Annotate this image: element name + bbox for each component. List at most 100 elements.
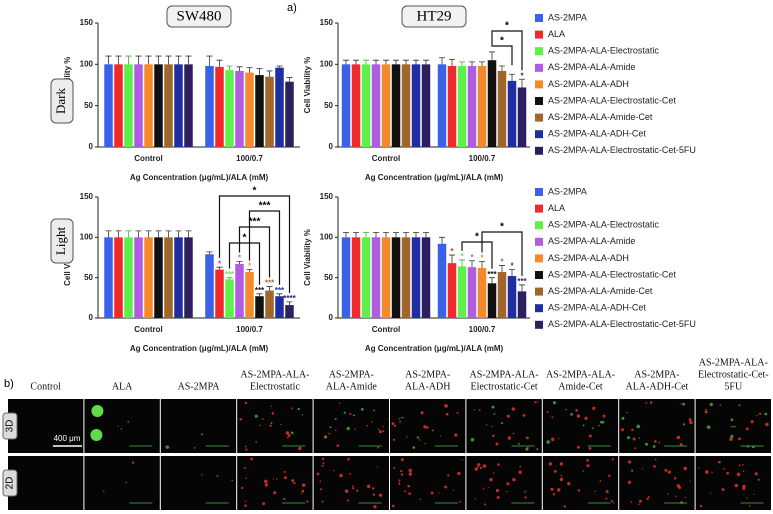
significance-label: ***	[265, 279, 275, 288]
significance-label: *	[480, 254, 484, 263]
fluorescence-dot	[272, 478, 274, 480]
bar	[265, 290, 274, 318]
significance-label: *	[500, 258, 504, 267]
fluorescence-dot	[736, 472, 741, 477]
row-label-box	[50, 78, 74, 124]
bar	[215, 269, 224, 318]
bar	[487, 60, 497, 148]
y-tick-label: 50	[324, 273, 333, 282]
fluorescence-dot	[454, 433, 458, 437]
error-bar	[206, 251, 213, 255]
significance-label: *	[238, 254, 242, 263]
fluorescence-dot	[512, 477, 516, 482]
legend-swatch	[535, 97, 543, 105]
fluorescence-dot	[438, 492, 440, 494]
fluorescence-dot	[611, 458, 614, 461]
y-tick-label: 150	[320, 192, 334, 201]
fluorescence-dot	[398, 479, 401, 482]
fluorescence-dot	[445, 412, 449, 416]
fluorescence-dot	[423, 425, 427, 429]
fluorescence-dot	[689, 420, 693, 425]
x-tick-label: Control	[134, 154, 162, 163]
bar	[134, 237, 143, 318]
fluorescence-dot	[349, 472, 352, 475]
error-bar	[519, 284, 525, 292]
fluorescence-dot	[536, 401, 539, 403]
error-bar	[519, 78, 525, 88]
panel-label: b)	[4, 378, 14, 390]
significance-label: ***	[487, 270, 497, 279]
fluorescence-dot	[254, 414, 258, 418]
bar	[245, 272, 254, 318]
fluorescence-dot	[286, 436, 289, 439]
y-tick-label: 150	[320, 18, 334, 27]
fluorescence-dot	[567, 481, 571, 486]
fluorescence-dot	[621, 428, 625, 432]
bar	[124, 237, 133, 318]
fluorescence-dot	[290, 407, 293, 410]
bar	[371, 237, 381, 318]
fluorescence-dot	[667, 470, 671, 474]
bar	[164, 237, 173, 318]
error-bar	[266, 70, 273, 77]
bar	[447, 65, 457, 147]
fluorescence-dot	[356, 489, 359, 492]
bar	[184, 237, 193, 318]
error-bar	[403, 59, 409, 65]
significance-label: *	[248, 262, 252, 271]
fluorescence-dot	[470, 438, 475, 442]
fluorescence-dot	[548, 462, 553, 466]
row-tag-label: 2D	[5, 477, 16, 490]
fluorescence-dot	[291, 479, 295, 483]
bar	[205, 65, 214, 147]
fluorescence-dot	[301, 483, 306, 487]
fluorescence-dot	[489, 477, 493, 482]
bar	[351, 64, 361, 147]
error-bar	[509, 73, 515, 81]
fluorescence-dot	[546, 440, 550, 444]
fluorescence-dot	[586, 464, 590, 468]
fluorescence-dot	[638, 499, 642, 503]
fluorescence-dot	[730, 434, 734, 439]
fluorescence-dot	[632, 437, 636, 441]
fluorescence-dot	[565, 408, 567, 411]
fluorescence-dot	[484, 503, 487, 506]
legend-swatch	[535, 113, 543, 122]
fluorescence-dot	[688, 418, 692, 422]
error-bar	[469, 61, 475, 66]
fluorescence-dot	[382, 426, 384, 428]
bar	[437, 64, 447, 147]
fluorescence-dot	[719, 404, 722, 406]
significance-label: ***	[517, 277, 527, 286]
fluorescence-dot	[750, 420, 754, 424]
error-bar	[383, 59, 389, 65]
bar	[144, 64, 153, 147]
bar	[361, 64, 371, 147]
fluorescence-dot	[382, 430, 385, 433]
fluorescence-dot	[367, 484, 371, 489]
legend-swatch	[535, 63, 543, 72]
fluorescence-dot	[459, 501, 462, 503]
fluorescence-dot	[678, 486, 682, 490]
column-label: AS-2MPA-ALA-	[240, 369, 309, 380]
y-tick-label: 50	[84, 273, 93, 282]
row-label: Light	[53, 227, 68, 256]
fluorescence-dot	[610, 500, 614, 503]
fluorescence-dot	[524, 496, 527, 499]
bar	[114, 64, 123, 147]
fluorescence-dot	[500, 422, 504, 425]
fluorescence-dot	[506, 482, 510, 486]
fluorescence-dot	[439, 435, 441, 437]
fluorescence-dot	[575, 409, 578, 412]
fluorescence-dot	[506, 414, 510, 418]
fluorescence-dot	[605, 490, 609, 494]
legend-swatch	[535, 254, 543, 263]
bar	[517, 87, 527, 147]
y-tick-label: 0	[329, 313, 334, 322]
fluorescence-dot	[491, 405, 495, 409]
legend-label: ALA	[548, 29, 565, 39]
fluorescence-dot	[474, 497, 476, 500]
legend-label: AS-2MPA-ALA-Amide	[548, 62, 635, 72]
fluorescence-dot	[400, 458, 404, 462]
fluorescence-dot	[319, 480, 322, 482]
